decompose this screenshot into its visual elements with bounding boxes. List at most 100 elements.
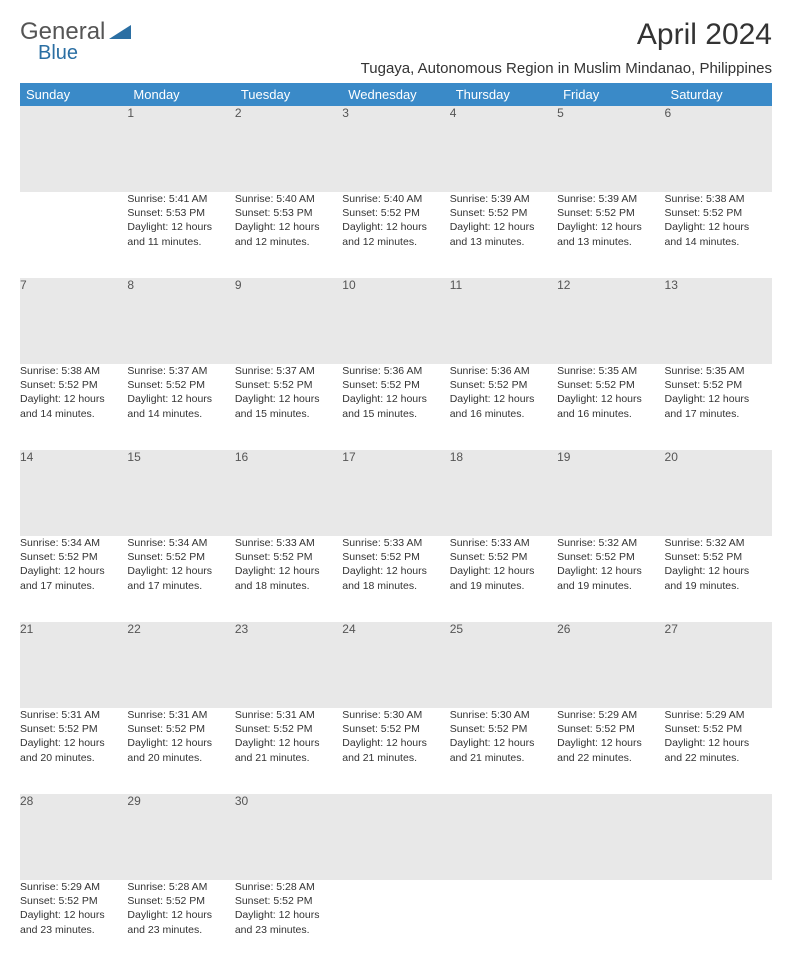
daylight-line2: and 17 minutes. [127,579,234,593]
day-cell: Sunrise: 5:34 AMSunset: 5:52 PMDaylight:… [20,536,127,622]
sunset-text: Sunset: 5:52 PM [665,206,772,220]
sunset-text: Sunset: 5:52 PM [557,550,664,564]
daylight-line1: Daylight: 12 hours [450,564,557,578]
day-cell: Sunrise: 5:31 AMSunset: 5:52 PMDaylight:… [235,708,342,794]
daylight-line2: and 12 minutes. [342,235,449,249]
sunrise-text: Sunrise: 5:40 AM [342,192,449,206]
day-number: 24 [342,622,449,708]
daylight-line2: and 17 minutes. [20,579,127,593]
day-cell [342,880,449,966]
day-cell: Sunrise: 5:34 AMSunset: 5:52 PMDaylight:… [127,536,234,622]
sunrise-text: Sunrise: 5:35 AM [665,364,772,378]
sunset-text: Sunset: 5:52 PM [127,550,234,564]
sunrise-text: Sunrise: 5:30 AM [342,708,449,722]
daylight-line2: and 12 minutes. [235,235,342,249]
sunset-text: Sunset: 5:52 PM [450,206,557,220]
col-friday: Friday [557,83,664,106]
sunset-text: Sunset: 5:52 PM [20,894,127,908]
daylight-line1: Daylight: 12 hours [127,564,234,578]
daylight-line2: and 21 minutes. [235,751,342,765]
day-cell: Sunrise: 5:30 AMSunset: 5:52 PMDaylight:… [450,708,557,794]
day-number [665,794,772,880]
daylight-line1: Daylight: 12 hours [665,564,772,578]
sunset-text: Sunset: 5:52 PM [342,378,449,392]
day-number: 22 [127,622,234,708]
day-number: 4 [450,106,557,192]
daylight-line1: Daylight: 12 hours [20,908,127,922]
sunrise-text: Sunrise: 5:37 AM [235,364,342,378]
sunset-text: Sunset: 5:52 PM [127,378,234,392]
daynum-row: 14151617181920 [20,450,772,536]
day-number: 16 [235,450,342,536]
day-number: 7 [20,278,127,364]
daylight-line2: and 23 minutes. [20,923,127,937]
sunset-text: Sunset: 5:52 PM [450,722,557,736]
sunrise-text: Sunrise: 5:28 AM [127,880,234,894]
daylight-line2: and 14 minutes. [665,235,772,249]
sunrise-text: Sunrise: 5:40 AM [235,192,342,206]
col-sunday: Sunday [20,83,127,106]
daylight-line1: Daylight: 12 hours [127,908,234,922]
daylight-line1: Daylight: 12 hours [557,564,664,578]
day-number: 10 [342,278,449,364]
day-cell [665,880,772,966]
day-number [342,794,449,880]
day-cell: Sunrise: 5:39 AMSunset: 5:52 PMDaylight:… [557,192,664,278]
daylight-line2: and 19 minutes. [665,579,772,593]
day-cell [20,192,127,278]
daylight-line2: and 11 minutes. [127,235,234,249]
daylight-line2: and 21 minutes. [342,751,449,765]
daylight-line1: Daylight: 12 hours [665,736,772,750]
sunset-text: Sunset: 5:52 PM [20,550,127,564]
daylight-line1: Daylight: 12 hours [20,392,127,406]
logo-text-blue: Blue [38,42,78,65]
day-number [557,794,664,880]
day-cell: Sunrise: 5:32 AMSunset: 5:52 PMDaylight:… [557,536,664,622]
daylight-line1: Daylight: 12 hours [127,736,234,750]
day-number [20,106,127,192]
day-number: 2 [235,106,342,192]
daylight-line1: Daylight: 12 hours [665,392,772,406]
day-cell: Sunrise: 5:36 AMSunset: 5:52 PMDaylight:… [342,364,449,450]
header: General Blue April 2024 [20,18,772,52]
day-cell: Sunrise: 5:33 AMSunset: 5:52 PMDaylight:… [342,536,449,622]
sunrise-text: Sunrise: 5:39 AM [450,192,557,206]
sunrise-text: Sunrise: 5:39 AM [557,192,664,206]
sunrise-text: Sunrise: 5:30 AM [450,708,557,722]
daylight-line1: Daylight: 12 hours [235,392,342,406]
content-row: Sunrise: 5:41 AMSunset: 5:53 PMDaylight:… [20,192,772,278]
col-thursday: Thursday [450,83,557,106]
day-number [450,794,557,880]
col-saturday: Saturday [665,83,772,106]
day-cell: Sunrise: 5:35 AMSunset: 5:52 PMDaylight:… [557,364,664,450]
sunset-text: Sunset: 5:52 PM [235,894,342,908]
day-number: 8 [127,278,234,364]
daylight-line1: Daylight: 12 hours [342,392,449,406]
sunrise-text: Sunrise: 5:36 AM [342,364,449,378]
logo: General Blue [20,18,131,46]
daylight-line1: Daylight: 12 hours [235,908,342,922]
day-cell: Sunrise: 5:28 AMSunset: 5:52 PMDaylight:… [235,880,342,966]
daylight-line1: Daylight: 12 hours [450,392,557,406]
sunrise-text: Sunrise: 5:29 AM [665,708,772,722]
content-row: Sunrise: 5:29 AMSunset: 5:52 PMDaylight:… [20,880,772,966]
sunrise-text: Sunrise: 5:29 AM [20,880,127,894]
daylight-line1: Daylight: 12 hours [557,736,664,750]
day-number: 9 [235,278,342,364]
daynum-row: 282930 [20,794,772,880]
day-number: 20 [665,450,772,536]
daynum-row: 21222324252627 [20,622,772,708]
sunrise-text: Sunrise: 5:33 AM [450,536,557,550]
sunrise-text: Sunrise: 5:29 AM [557,708,664,722]
daylight-line1: Daylight: 12 hours [665,220,772,234]
day-cell: Sunrise: 5:29 AMSunset: 5:52 PMDaylight:… [557,708,664,794]
col-monday: Monday [127,83,234,106]
sunset-text: Sunset: 5:52 PM [20,378,127,392]
sunrise-text: Sunrise: 5:31 AM [20,708,127,722]
sunrise-text: Sunrise: 5:33 AM [235,536,342,550]
day-number: 25 [450,622,557,708]
day-number: 6 [665,106,772,192]
day-cell [450,880,557,966]
day-cell: Sunrise: 5:33 AMSunset: 5:52 PMDaylight:… [235,536,342,622]
sunset-text: Sunset: 5:52 PM [342,550,449,564]
